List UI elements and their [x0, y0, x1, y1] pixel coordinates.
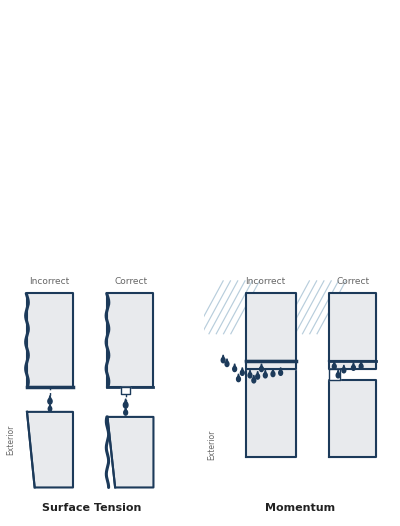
Polygon shape: [343, 365, 345, 370]
Polygon shape: [241, 368, 244, 372]
Polygon shape: [260, 367, 263, 371]
Polygon shape: [337, 370, 339, 375]
Polygon shape: [352, 365, 355, 370]
Polygon shape: [49, 404, 51, 408]
Polygon shape: [256, 371, 259, 376]
Polygon shape: [328, 361, 376, 369]
Text: Exterior: Exterior: [6, 424, 15, 455]
Polygon shape: [121, 387, 130, 394]
Polygon shape: [236, 377, 240, 382]
Polygon shape: [226, 359, 228, 363]
Polygon shape: [123, 402, 128, 408]
Polygon shape: [246, 361, 296, 369]
Text: Surface Tension: Surface Tension: [42, 503, 142, 513]
Polygon shape: [328, 294, 376, 361]
Polygon shape: [27, 294, 73, 387]
Polygon shape: [240, 370, 244, 376]
Polygon shape: [27, 412, 73, 488]
Polygon shape: [49, 396, 51, 400]
Polygon shape: [256, 374, 260, 379]
Polygon shape: [225, 361, 229, 367]
Polygon shape: [248, 373, 252, 378]
Polygon shape: [246, 369, 296, 457]
Polygon shape: [359, 364, 363, 369]
Polygon shape: [108, 417, 154, 488]
Polygon shape: [272, 369, 274, 373]
Text: Momentum: Momentum: [265, 503, 335, 513]
Polygon shape: [336, 373, 340, 378]
Polygon shape: [252, 378, 256, 383]
Polygon shape: [333, 361, 336, 366]
Polygon shape: [108, 417, 115, 488]
Text: Exterior: Exterior: [207, 429, 216, 460]
Text: Incorrect: Incorrect: [29, 277, 69, 286]
Text: Correct: Correct: [115, 277, 148, 286]
Polygon shape: [124, 399, 127, 404]
Polygon shape: [237, 374, 240, 378]
Text: Correct: Correct: [337, 277, 370, 286]
Polygon shape: [124, 407, 127, 412]
Polygon shape: [279, 370, 282, 376]
Polygon shape: [48, 399, 52, 404]
Polygon shape: [234, 364, 236, 368]
Polygon shape: [328, 380, 376, 457]
Polygon shape: [124, 410, 128, 415]
Text: Incorrect: Incorrect: [245, 277, 286, 286]
Polygon shape: [108, 294, 154, 387]
Polygon shape: [48, 407, 52, 411]
Polygon shape: [260, 364, 263, 368]
Polygon shape: [222, 355, 224, 359]
Polygon shape: [221, 358, 225, 363]
Polygon shape: [27, 412, 35, 488]
Polygon shape: [246, 294, 296, 361]
Polygon shape: [264, 370, 266, 375]
Polygon shape: [233, 367, 236, 371]
Polygon shape: [352, 362, 354, 367]
Polygon shape: [253, 375, 255, 380]
Polygon shape: [342, 368, 346, 373]
Polygon shape: [332, 364, 336, 369]
Polygon shape: [360, 361, 362, 366]
Polygon shape: [328, 369, 340, 380]
Polygon shape: [249, 370, 251, 375]
Polygon shape: [271, 371, 275, 377]
Polygon shape: [264, 373, 267, 378]
Polygon shape: [280, 368, 282, 372]
